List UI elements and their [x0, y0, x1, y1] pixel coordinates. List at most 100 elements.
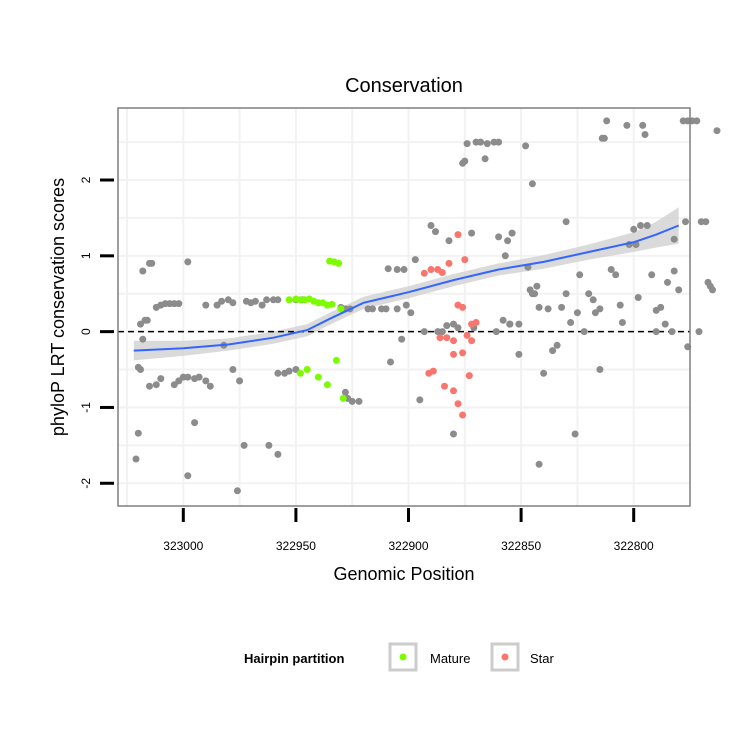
legend-star-marker: [501, 653, 509, 661]
point-mature: [339, 394, 347, 402]
point-other: [522, 142, 530, 150]
point-other: [427, 222, 435, 229]
point-other: [445, 237, 453, 245]
point-other: [393, 266, 401, 273]
point-other: [152, 381, 160, 389]
y-axis-label: phyloP LRT conservation scores: [48, 178, 68, 436]
smooth-line: [133, 224, 680, 352]
point-mature: [314, 373, 322, 381]
point-other: [657, 303, 665, 311]
x-tick-label: 322900: [388, 539, 428, 553]
point-other: [612, 271, 620, 279]
point-star: [429, 367, 437, 375]
y-tick-label: 0: [79, 328, 93, 335]
point-other: [528, 290, 536, 298]
point-other: [709, 286, 716, 294]
smooth-curve: [133, 224, 680, 352]
point-other: [618, 319, 626, 326]
point-other: [229, 299, 237, 307]
x-tick-label: 322800: [614, 539, 654, 553]
point-star: [427, 266, 435, 273]
y-tick-label: 1: [79, 252, 93, 259]
point-other: [461, 157, 469, 165]
point-other: [206, 382, 214, 390]
point-other: [400, 266, 408, 273]
y-tick-label: 2: [79, 176, 93, 183]
legend-label-star: Star: [530, 651, 555, 666]
point-other: [483, 140, 491, 148]
point-other: [432, 228, 439, 236]
point-other: [274, 296, 282, 304]
x-axis-label: Genomic Position: [333, 564, 474, 584]
point-other: [233, 487, 241, 495]
point-star: [450, 387, 457, 395]
point-other: [263, 296, 271, 304]
point-other: [184, 258, 192, 266]
point-other: [157, 375, 165, 383]
point-other: [240, 441, 248, 449]
x-tick-label: 322850: [501, 539, 541, 553]
point-other: [420, 328, 428, 336]
point-star: [459, 303, 467, 311]
point-other: [274, 369, 282, 377]
point-other: [639, 121, 647, 129]
point-other: [411, 256, 419, 264]
point-other: [634, 294, 642, 301]
point-other: [515, 320, 523, 328]
point-other: [382, 305, 390, 313]
point-other: [438, 328, 446, 336]
point-other: [695, 328, 703, 336]
point-other: [384, 265, 392, 273]
point-other: [637, 222, 644, 229]
legend-title: Hairpin partition: [244, 651, 344, 666]
point-other: [184, 472, 192, 480]
point-other: [508, 229, 516, 237]
point-other: [492, 328, 500, 336]
point-other: [571, 430, 579, 438]
point-other: [661, 320, 669, 328]
point-other: [616, 301, 624, 309]
point-other: [535, 303, 543, 311]
point-star: [443, 334, 451, 342]
point-other: [585, 290, 593, 298]
point-star: [441, 382, 448, 390]
chart-title: Conservation: [345, 75, 463, 97]
point-other: [463, 140, 471, 148]
point-star: [472, 319, 480, 326]
point-other: [670, 267, 678, 275]
point-other: [596, 305, 604, 313]
point-other: [139, 267, 147, 275]
point-other: [132, 455, 140, 463]
point-other: [553, 341, 561, 349]
point-other: [285, 367, 293, 375]
point-other: [562, 218, 570, 226]
point-other: [515, 350, 523, 358]
point-other: [443, 322, 451, 330]
point-mature: [296, 369, 304, 377]
point-other: [477, 138, 485, 146]
point-other: [481, 155, 489, 163]
data-points: [132, 117, 721, 495]
point-other: [495, 233, 503, 241]
point-other: [506, 320, 514, 328]
point-other: [468, 229, 476, 237]
point-other: [675, 286, 683, 294]
point-other: [600, 134, 608, 142]
point-other: [175, 300, 183, 308]
x-axis-ticks: 323000 322950 322900 322850 322800: [163, 508, 654, 553]
point-other: [146, 382, 153, 390]
point-other: [398, 335, 406, 343]
point-other: [648, 271, 656, 279]
point-other: [576, 271, 584, 279]
point-other: [407, 309, 415, 317]
point-other: [668, 328, 676, 336]
legend-label-mature: Mature: [430, 651, 470, 666]
point-star: [454, 400, 462, 408]
point-other: [195, 373, 203, 381]
confidence-band-area: [133, 207, 679, 361]
x-tick-label: 323000: [163, 539, 203, 553]
point-other: [134, 429, 142, 437]
point-other: [348, 397, 356, 405]
point-other: [589, 296, 597, 304]
legend-mature-marker: [399, 653, 407, 661]
